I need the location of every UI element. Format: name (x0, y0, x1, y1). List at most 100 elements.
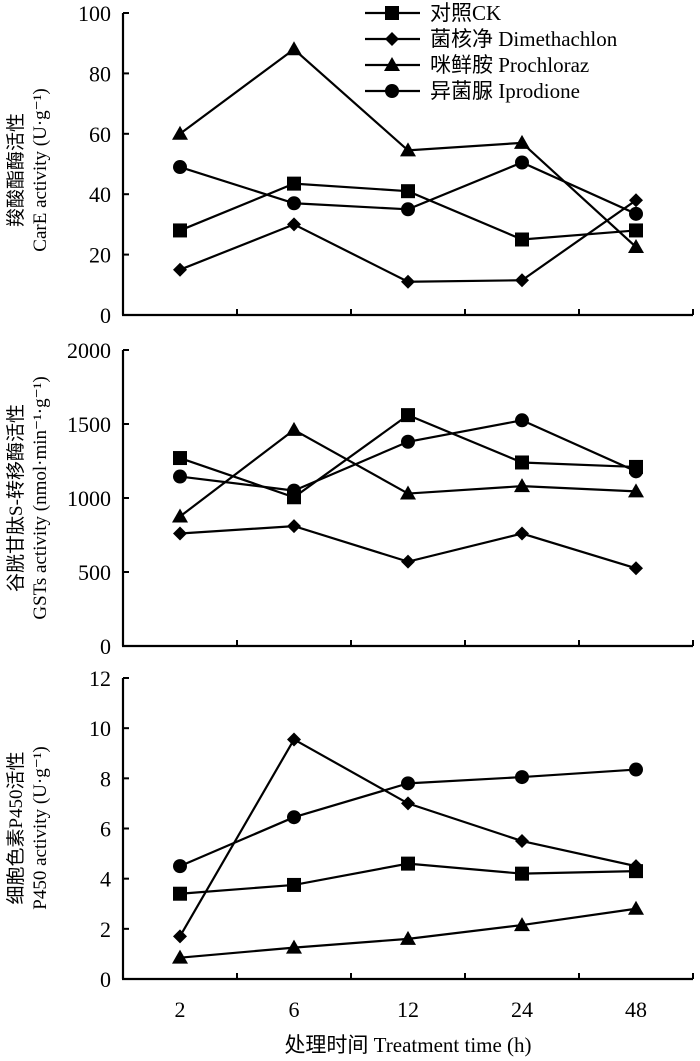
data-point (287, 732, 301, 747)
data-point (401, 202, 415, 217)
y-tick-label: 2 (100, 917, 111, 942)
data-point (629, 762, 643, 777)
series-triangle (172, 41, 644, 254)
data-point (515, 866, 529, 881)
data-point (287, 877, 301, 892)
data-point (401, 434, 415, 449)
y-axis-title: CarE activity (U·g⁻¹) (30, 88, 51, 251)
data-point (172, 949, 188, 964)
data-point (629, 464, 643, 479)
legend-label: 对照CK (430, 1, 501, 25)
data-point (628, 900, 644, 915)
data-point (515, 834, 529, 849)
x-tick-label: 48 (625, 997, 647, 1022)
data-point (515, 526, 529, 541)
data-point (287, 519, 301, 534)
y-tick-label: 20 (89, 243, 111, 268)
data-point (287, 810, 301, 825)
data-point (286, 41, 302, 56)
legend-marker-diamond-icon (385, 32, 399, 46)
legend-entry: 菌核净 Dimethachlon (365, 27, 618, 51)
series-triangle (172, 421, 644, 523)
x-axis-title: 处理时间 Treatment time (h) (284, 1033, 531, 1057)
data-point (173, 160, 187, 175)
data-point (173, 859, 187, 874)
legend-entry: 对照CK (365, 1, 501, 25)
data-point (172, 508, 188, 523)
data-point (629, 561, 643, 576)
panel-p450: 0 2 4 6 8 10 12 细胞色素P450活性 P450 activity (U·g⁻¹) (5, 666, 694, 992)
y-axis-title: P450 activity (U·g⁻¹) (30, 746, 51, 909)
series-diamond (173, 193, 643, 289)
y-tick-label: 500 (78, 560, 111, 585)
x-tick-labels: 2 6 12 24 48 (175, 997, 648, 1022)
series-line (179, 419, 637, 492)
y-tick-label: 2000 (67, 338, 111, 363)
data-point (515, 455, 529, 470)
data-point (286, 939, 302, 954)
y-tick-label: 10 (89, 716, 111, 741)
y-tick-label: 80 (89, 61, 111, 86)
y-axis-title: 谷胱甘肽S-转移酶活性 (5, 404, 27, 592)
data-point (400, 930, 416, 945)
y-tick-label: 6 (100, 817, 111, 842)
y-tick-label: 4 (100, 867, 111, 892)
series-circle (173, 762, 643, 874)
x-tick-label: 24 (511, 997, 533, 1022)
y-tick-label: 1000 (67, 486, 111, 511)
data-point (514, 917, 530, 932)
y-axis-title: 细胞色素P450活性 (5, 751, 27, 904)
data-point (401, 776, 415, 791)
legend-marker-square-icon (385, 6, 399, 20)
data-point (401, 274, 415, 289)
x-tick-label: 2 (175, 997, 186, 1022)
data-point (286, 421, 302, 436)
data-point (173, 929, 187, 944)
data-point (173, 451, 187, 466)
y-tick-label: 1500 (67, 412, 111, 437)
data-point (515, 155, 529, 170)
data-point (400, 142, 416, 157)
data-point (629, 223, 643, 238)
data-point (515, 273, 529, 288)
legend-marker-circle-icon (385, 84, 399, 98)
y-axis-title: 羧酸酯酶活性 (5, 113, 27, 227)
data-point (173, 223, 187, 238)
y-tick-label: 8 (100, 766, 111, 791)
data-point (514, 134, 530, 149)
y-tick-label: 100 (78, 1, 111, 26)
data-point (401, 856, 415, 871)
data-point (401, 184, 415, 199)
data-point (173, 526, 187, 541)
series-triangle (172, 900, 644, 964)
y-tick-label: 0 (100, 634, 111, 659)
series-circle (173, 413, 643, 498)
legend-label: 咪鲜胺 Prochloraz (430, 53, 589, 77)
data-point (287, 176, 301, 191)
data-point (629, 206, 643, 221)
data-point (629, 193, 643, 208)
y-tick-label: 60 (89, 122, 111, 147)
series-square (173, 856, 643, 901)
data-point (628, 483, 644, 498)
data-point (628, 239, 644, 254)
data-point (515, 770, 529, 785)
legend-entry: 异菌脲 Iprodione (365, 79, 580, 103)
series-circle (173, 155, 643, 221)
panel-care: 0 20 40 60 80 100 羧酸酯酶活性 CarE activity (U·g⁻¹) (5, 1, 694, 328)
data-point (287, 217, 301, 232)
data-point (173, 262, 187, 277)
series-diamond (173, 732, 643, 944)
x-tick-label: 12 (397, 997, 419, 1022)
y-tick-label: 12 (89, 666, 111, 691)
panel-gsts: 0 500 1000 1500 2000 谷胱甘肽S-转移酶活性 GSTs activity… (5, 338, 694, 659)
data-point (515, 413, 529, 428)
y-tick-label: 40 (89, 182, 111, 207)
series-diamond (173, 519, 643, 576)
data-point (400, 485, 416, 500)
y-axis-title: GSTs activity (nmol·min⁻¹·g⁻¹) (30, 376, 51, 619)
y-tick-label: 0 (100, 303, 111, 328)
y-tick-label: 0 (100, 967, 111, 992)
